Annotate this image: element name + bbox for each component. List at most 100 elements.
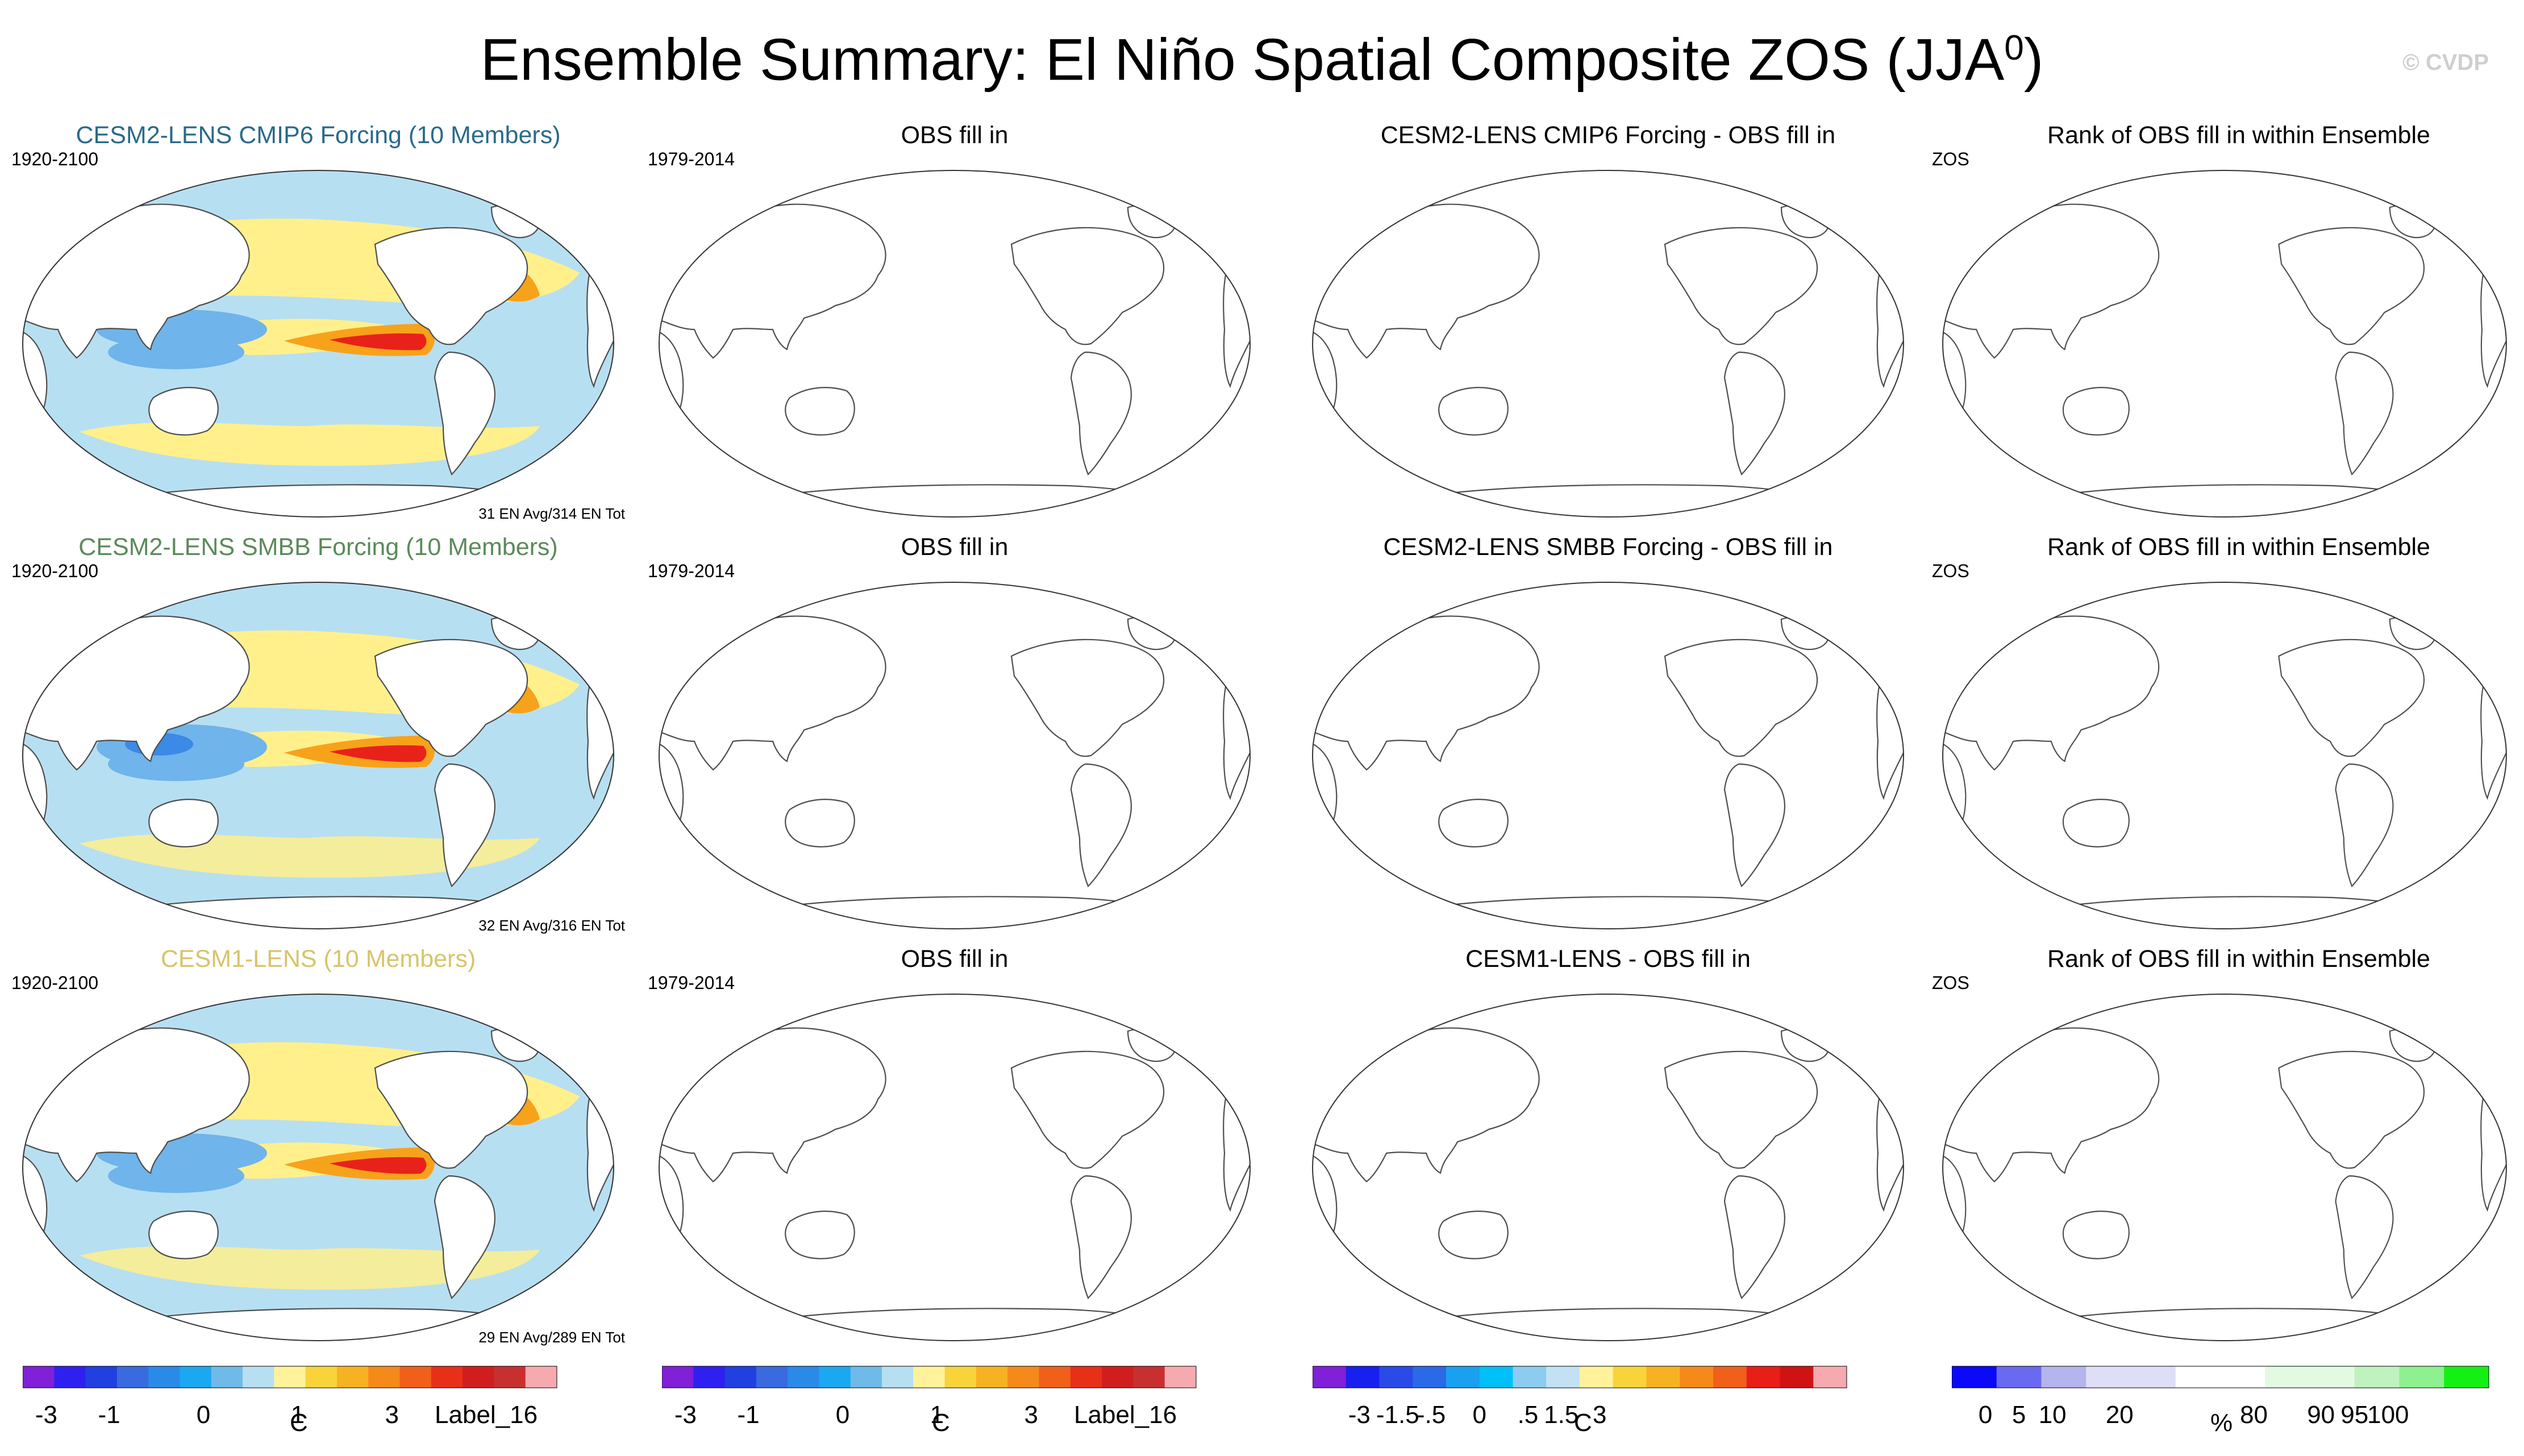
continent-outline [1943, 615, 2160, 771]
colorbar-swatch [2175, 1366, 2221, 1388]
continent-outline [148, 1211, 219, 1259]
colorbar-unit: C [932, 1409, 950, 1437]
colorbar-swatch [305, 1366, 338, 1388]
colorbar-frame [662, 1366, 1197, 1388]
colorbar-swatch [2220, 1366, 2265, 1388]
rank-title: Rank of OBS fill in within Ensemble [2047, 122, 2430, 149]
continent-outline [659, 1027, 886, 1183]
variable-label: ZOS [1932, 149, 1969, 169]
colorbar-tick-label: 1 [291, 1401, 305, 1429]
cold-pool-south [108, 747, 244, 781]
colorbar-frame [23, 1366, 557, 1388]
colorbar-tick-label: 95 [2340, 1401, 2368, 1429]
colorbar-swatch [1813, 1366, 1847, 1388]
continent-outline [2063, 387, 2130, 436]
colorbar-tick-label: 20 [2106, 1401, 2134, 1429]
colorbar-tick-label: 100 [2367, 1401, 2409, 1429]
continent-outline [2389, 1027, 2436, 1062]
continent-outline [1223, 1087, 1250, 1212]
colorbar-tick-label: -.5 [1417, 1401, 1446, 1429]
colorbar-swatch [1580, 1366, 1614, 1388]
continent-outline [1438, 799, 1509, 848]
panel-model-row1: CESM2-LENS CMIP6 Forcing (10 Members) 19… [11, 119, 625, 528]
continent-outline [2063, 1211, 2130, 1259]
continent-outline [434, 763, 495, 887]
continent-outline [2278, 1050, 2425, 1169]
colorbar-swatch [1133, 1366, 1165, 1388]
map-border [1942, 170, 2507, 518]
colorbar-tick-label: Label_16 [435, 1401, 538, 1429]
colorbar-tick-label: 10 [2039, 1401, 2067, 1429]
map-model-filled [22, 170, 614, 518]
map-empty [1942, 582, 2507, 929]
map-border [659, 170, 1251, 518]
map-model-filled [22, 994, 614, 1341]
continent-outline [785, 799, 855, 848]
continent-outline [1010, 227, 1165, 345]
colorbar-swatch [724, 1366, 757, 1388]
continent-outline [1313, 1152, 1338, 1254]
continent-outline [1664, 1050, 1818, 1169]
period-label: 1979-2014 [648, 561, 735, 581]
colorbar-swatch [494, 1366, 526, 1388]
colorbar-tick-label: -3 [1348, 1401, 1371, 1429]
panel-model-row3: CESM1-LENS (10 Members) 1920-2100 29 EN … [11, 943, 625, 1352]
continent-outline [1943, 1152, 1967, 1254]
colorbar-swatch [243, 1366, 274, 1388]
continent-outline [1723, 351, 1785, 475]
map-border [1312, 170, 1904, 518]
panel-diff-row3: CESM1-LENS - OBS fill in [1301, 943, 1915, 1352]
continent-outline [1070, 763, 1132, 887]
map-border [1942, 994, 2507, 1341]
map-empty [659, 994, 1251, 1341]
colorbar-diff: -3 -1.5-.5 0 .5 1.5 3 [1313, 1366, 1847, 1429]
colorbar-swatch [1007, 1366, 1040, 1388]
page-title: Ensemble Summary: El Niño Spatial Compos… [480, 27, 2044, 93]
continent-outline [1223, 263, 1250, 389]
period-label: 1920-2100 [11, 149, 99, 169]
continent-outline [1010, 639, 1165, 757]
map-empty [1942, 170, 2507, 518]
continent-outline [1070, 1175, 1132, 1299]
colorbar-tick-label: 1 [930, 1401, 944, 1429]
continent-outline [1127, 615, 1177, 650]
rank-title: Rank of OBS fill in within Ensemble [2047, 945, 2430, 973]
colorbar-tick-label: 3 [1593, 1401, 1606, 1429]
colorbar-tick-label: -3 [35, 1401, 57, 1429]
continent-outline [1876, 675, 1904, 800]
colorbar-tick-label: 0 [1473, 1401, 1486, 1429]
colorbar-tick-label: 80 [2240, 1401, 2268, 1429]
colorbar-swatch [1313, 1366, 1347, 1388]
map-model-filled [22, 582, 614, 929]
continent-outline [374, 639, 528, 757]
continent-outline [1010, 1050, 1165, 1169]
model-title: CESM2-LENS SMBB Forcing (10 Members) [78, 533, 558, 561]
colorbar-swatch [1479, 1366, 1513, 1388]
continent-outline [1127, 1027, 1177, 1062]
continent-outline [374, 1050, 528, 1169]
colorbar-swatch [1546, 1366, 1580, 1388]
obs-title: OBS fill in [901, 122, 1009, 149]
colorbar-swatch [2131, 1366, 2176, 1388]
colorbar-swatch [23, 1366, 55, 1388]
colorbar-swatch [431, 1366, 463, 1388]
continent-outline [148, 799, 219, 848]
map-empty [1312, 994, 1904, 1341]
colorbar-tick-label: 3 [1024, 1401, 1038, 1429]
continent-outline [2389, 615, 2436, 650]
colorbar-swatch [1780, 1366, 1814, 1388]
continent-outline [1313, 328, 1338, 430]
colorbar-swatch [1379, 1366, 1413, 1388]
colorbar-swatch [2310, 1366, 2355, 1388]
colorbar-swatch [1039, 1366, 1071, 1388]
colorbar-swatch [1346, 1366, 1380, 1388]
colorbar-swatch [662, 1366, 694, 1388]
continent-outline [1223, 675, 1250, 800]
colorbar-swatch [116, 1366, 149, 1388]
continent-outline [1780, 615, 1830, 650]
map-border [1942, 582, 2507, 929]
continent-outline [374, 227, 528, 345]
colorbar-tick-label: 0 [836, 1401, 849, 1429]
colorbar-swatch [756, 1366, 788, 1388]
